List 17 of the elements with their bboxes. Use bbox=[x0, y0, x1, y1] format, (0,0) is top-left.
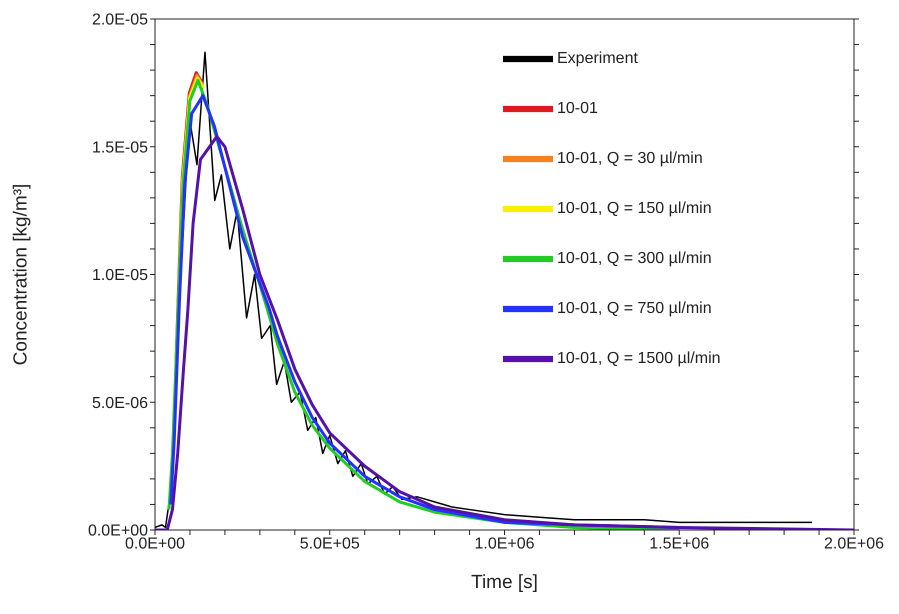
y-tick-label: 5.0E-06 bbox=[92, 394, 148, 412]
x-tick-label: 5.0E+05 bbox=[300, 535, 360, 552]
x-tick-label: 1.5E+06 bbox=[649, 535, 710, 552]
x-tick-label: 1.0E+06 bbox=[474, 535, 535, 552]
y-tick-label: 1.0E-05 bbox=[92, 267, 148, 284]
legend-label: Experiment bbox=[557, 50, 638, 68]
x-tick-label: 2.0E+06 bbox=[824, 535, 884, 552]
legend-label: 10-01, Q = 1500 µl/min bbox=[557, 350, 721, 368]
y-axis-title: Concentration [kg/m³] bbox=[10, 184, 32, 366]
y-tick-label: 2.0E-05 bbox=[92, 12, 148, 29]
legend-label: 10-01, Q = 30 µl/min bbox=[557, 150, 703, 168]
legend-label: 10-01, Q = 150 µl/min bbox=[557, 200, 712, 218]
x-axis-title: Time [s] bbox=[471, 572, 538, 593]
legend-label: 10-01, Q = 750 µl/min bbox=[557, 300, 712, 318]
y-tick-label: 1.5E-05 bbox=[92, 139, 148, 156]
legend-label: 10-01, Q = 300 µl/min bbox=[557, 250, 712, 268]
legend-label: 10-01 bbox=[557, 100, 598, 118]
